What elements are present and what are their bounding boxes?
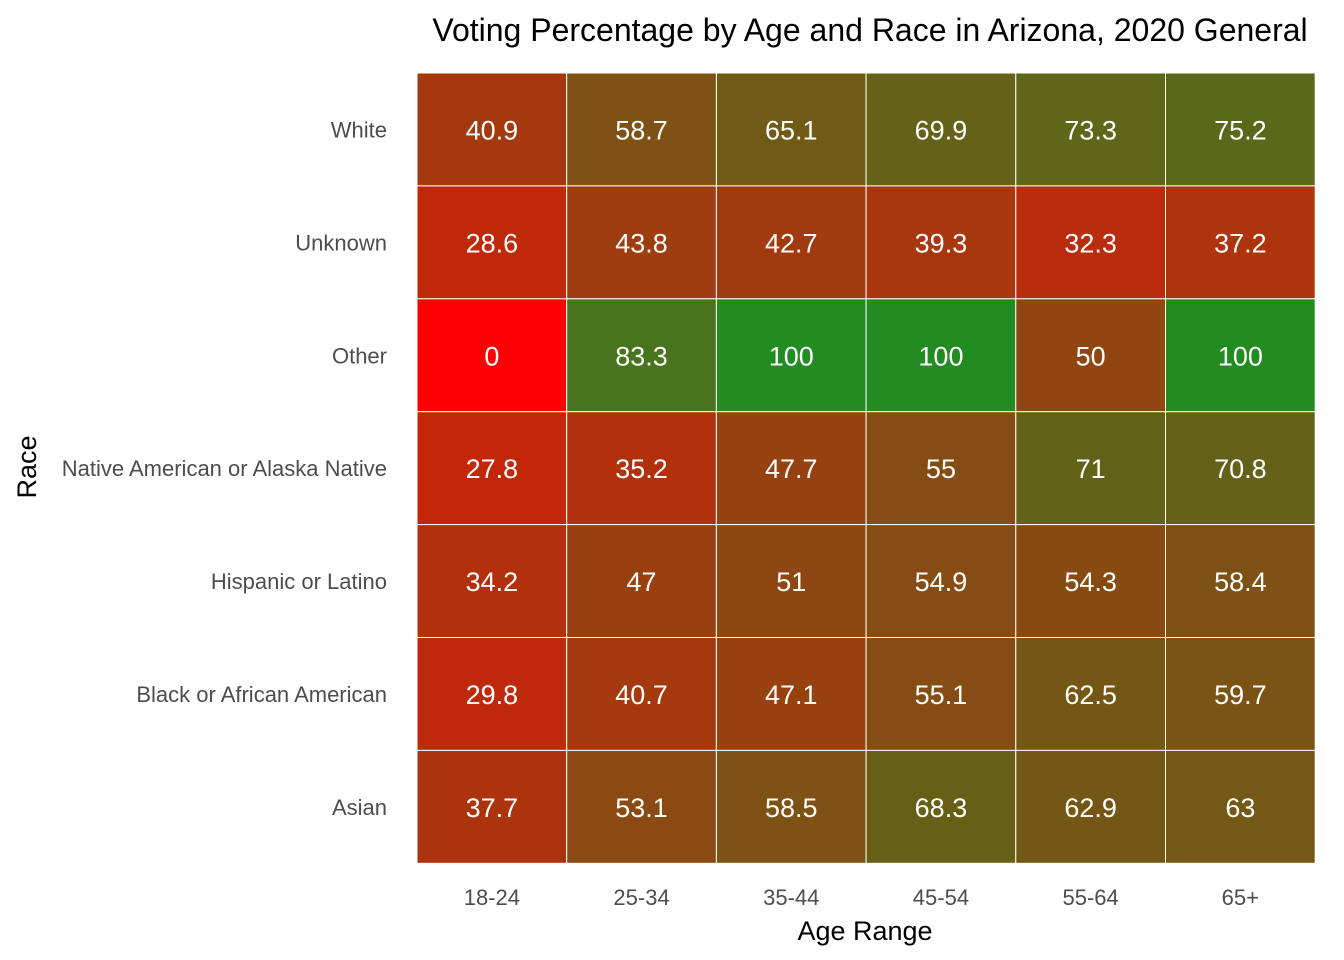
heatmap-cell <box>865 411 1017 526</box>
cell-value-label: 75.2 <box>1214 115 1267 145</box>
heatmap-cell <box>1015 411 1166 526</box>
cell-value-label: 42.7 <box>765 228 818 258</box>
heatmap-cell <box>566 72 717 187</box>
y-tick-label-native-american-or-alaska-native: Native American or Alaska Native <box>62 456 387 481</box>
cell-value-label: 43.8 <box>615 228 668 258</box>
x-tick-label-25-34: 25-34 <box>613 885 669 910</box>
heatmap-cell <box>566 411 717 526</box>
cell-value-label: 65.1 <box>765 115 818 145</box>
cell-value-label: 27.8 <box>466 454 519 484</box>
heatmap-cell <box>715 72 867 187</box>
heatmap-cell <box>1015 298 1166 413</box>
cell-value-label: 71 <box>1076 454 1106 484</box>
heatmap-cell <box>1015 637 1166 751</box>
cell-value-label: 35.2 <box>615 454 668 484</box>
y-tick-label-black-or-african-american: Black or African American <box>136 682 387 707</box>
cell-value-label: 58.4 <box>1214 567 1267 597</box>
heatmap-cell <box>416 298 568 413</box>
heatmap-cell <box>1165 72 1316 187</box>
y-tick-label-asian: Asian <box>332 795 387 820</box>
cell-value-label: 0 <box>484 341 499 371</box>
heatmap-cell <box>715 411 867 526</box>
cell-value-label: 53.1 <box>615 793 668 823</box>
cell-value-label: 62.5 <box>1064 680 1117 710</box>
cell-value-label: 68.3 <box>915 793 968 823</box>
cell-value-label: 59.7 <box>1214 680 1267 710</box>
y-tick-label-other: Other <box>332 343 387 368</box>
cell-value-label: 100 <box>918 341 963 371</box>
cell-value-label: 51 <box>776 567 806 597</box>
y-tick-label-white: White <box>331 117 387 142</box>
cell-value-label: 62.9 <box>1064 793 1117 823</box>
cell-value-label: 28.6 <box>466 228 519 258</box>
x-tick-label-35-44: 35-44 <box>763 885 819 910</box>
x-tick-label-18-24: 18-24 <box>464 885 520 910</box>
x-axis-title: Age Range <box>797 916 932 946</box>
cell-value-label: 73.3 <box>1064 115 1117 145</box>
cell-value-label: 54.9 <box>915 567 968 597</box>
heatmap-cell <box>865 524 1017 638</box>
cell-value-label: 58.7 <box>615 115 668 145</box>
cell-value-label: 50 <box>1076 341 1106 371</box>
cell-value-label: 55 <box>926 454 956 484</box>
heatmap-cell <box>865 185 1017 300</box>
x-tick-label-65: 65+ <box>1222 885 1259 910</box>
cell-value-label: 58.5 <box>765 793 818 823</box>
cell-value-label: 40.7 <box>615 680 668 710</box>
cell-value-label: 37.7 <box>466 793 519 823</box>
heatmap-cell <box>715 749 867 864</box>
heatmap-cell <box>1165 749 1316 864</box>
chart-title: Voting Percentage by Age and Race in Ari… <box>432 12 1307 48</box>
cell-value-label: 32.3 <box>1064 228 1117 258</box>
cell-value-label: 100 <box>769 341 814 371</box>
heatmap-cell <box>1015 72 1166 187</box>
heatmap-cell <box>416 637 568 751</box>
y-tick-label-hispanic-or-latino: Hispanic or Latino <box>211 569 387 594</box>
y-tick-label-unknown: Unknown <box>295 230 387 255</box>
heatmap-cell <box>416 524 568 638</box>
heatmap-cell <box>1165 298 1316 413</box>
cell-value-label: 83.3 <box>615 341 668 371</box>
cell-value-label: 100 <box>1218 341 1263 371</box>
heatmap-cell <box>865 72 1017 187</box>
cell-value-label: 34.2 <box>466 567 519 597</box>
heatmap-cell <box>865 298 1017 413</box>
heatmap-cell <box>566 749 717 864</box>
cell-value-label: 47.7 <box>765 454 818 484</box>
x-tick-label-55-64: 55-64 <box>1063 885 1119 910</box>
heatmap-cell <box>416 749 568 864</box>
heatmap-cell <box>1165 637 1316 751</box>
heatmap-cell <box>566 185 717 300</box>
cell-value-label: 70.8 <box>1214 454 1267 484</box>
y-axis-tick-labels: White Unknown Other Native American or Alas… <box>62 117 387 819</box>
heatmap-cell <box>1165 185 1316 300</box>
heatmap-cell <box>865 749 1017 864</box>
cell-value-label: 39.3 <box>915 228 968 258</box>
x-axis-tick-labels: 18-24 25-34 35-44 45-54 55-64 65+ <box>464 885 1259 910</box>
cell-value-label: 40.9 <box>466 115 519 145</box>
y-axis-title: Race <box>12 435 42 498</box>
heatmap-cell <box>566 298 717 413</box>
heatmap-cell <box>416 411 568 526</box>
x-tick-label-45-54: 45-54 <box>913 885 969 910</box>
heatmap-cell <box>715 298 867 413</box>
heatmap-cell <box>416 72 568 187</box>
heatmap-cells: 40.9 58.7 65.1 69.9 73.3 75.2 28.6 43.8 42.7 39.3… <box>416 72 1316 864</box>
cell-value-label: 29.8 <box>466 680 519 710</box>
heatmap-cell <box>1015 524 1166 638</box>
heatmap-cell <box>715 524 867 638</box>
heatmap-cell <box>1165 524 1316 638</box>
cell-value-label: 69.9 <box>915 115 968 145</box>
cell-value-label: 55.1 <box>915 680 968 710</box>
cell-value-label: 37.2 <box>1214 228 1267 258</box>
heatmap-cell <box>1015 749 1166 864</box>
cell-value-label: 54.3 <box>1064 567 1117 597</box>
cell-value-label: 47 <box>627 567 657 597</box>
cell-value-label: 63 <box>1225 793 1255 823</box>
heatmap-cell <box>1165 411 1316 526</box>
cell-value-label: 47.1 <box>765 680 818 710</box>
